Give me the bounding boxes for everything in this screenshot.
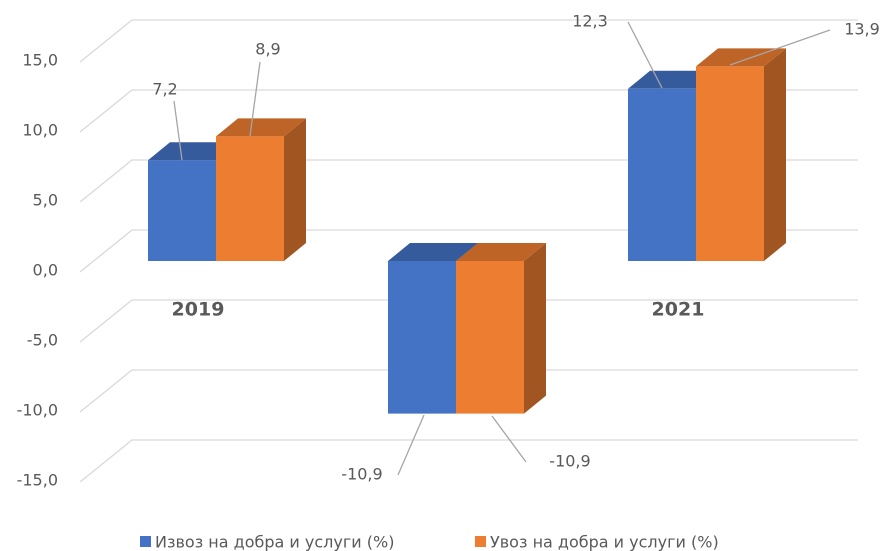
grid-line <box>79 159 858 203</box>
y-tick-label: 10,0 <box>22 121 58 140</box>
y-tick-label: 0,0 <box>33 261 58 280</box>
grid-line <box>79 299 858 343</box>
grid-line <box>79 89 858 133</box>
bar-front <box>148 160 216 261</box>
leader-line <box>729 29 831 66</box>
leader-line <box>397 414 425 476</box>
legend-swatch <box>475 536 486 547</box>
leader-line <box>627 21 663 89</box>
y-tick-label: -10,0 <box>17 401 58 420</box>
data-label: 13,9 <box>844 20 880 39</box>
bar-side <box>764 48 786 262</box>
bar-front <box>388 261 456 414</box>
leader-line <box>491 415 527 463</box>
x-category-label: 2021 <box>652 299 705 321</box>
y-tick-label: -5,0 <box>27 331 58 350</box>
bar-front <box>456 261 524 414</box>
legend-swatch <box>140 536 151 547</box>
grid-line <box>79 439 858 483</box>
data-label: 7,2 <box>152 80 177 99</box>
bar-front <box>696 66 764 262</box>
bar-front <box>216 136 284 261</box>
bar <box>456 243 546 414</box>
bar <box>216 118 306 262</box>
y-tick-label: -15,0 <box>17 471 58 490</box>
bar-top <box>628 70 718 89</box>
bar-top <box>216 118 306 137</box>
grid-line <box>79 369 858 413</box>
y-tick-label: 15,0 <box>22 51 58 70</box>
bar-side <box>524 243 546 414</box>
bar-top <box>148 142 238 161</box>
leader-line <box>173 100 183 161</box>
legend-label: Увоз на добра и услуги (%) <box>490 533 719 551</box>
bar-top <box>456 243 546 261</box>
grid-line <box>79 229 858 273</box>
grid-line <box>79 19 858 63</box>
data-label: -10,9 <box>549 452 590 471</box>
x-category-label: 2019 <box>172 299 225 321</box>
bar <box>696 48 786 262</box>
bar-front <box>628 88 696 261</box>
data-label: 8,9 <box>255 40 280 59</box>
leader-line <box>249 61 261 137</box>
data-label: 12,3 <box>572 12 608 31</box>
legend-label: Извоз на добра и услуги (%) <box>155 533 394 551</box>
bar-side <box>284 118 306 262</box>
y-tick-label: 5,0 <box>33 191 58 210</box>
data-label: -10,9 <box>341 465 382 484</box>
bar-top <box>388 243 478 261</box>
